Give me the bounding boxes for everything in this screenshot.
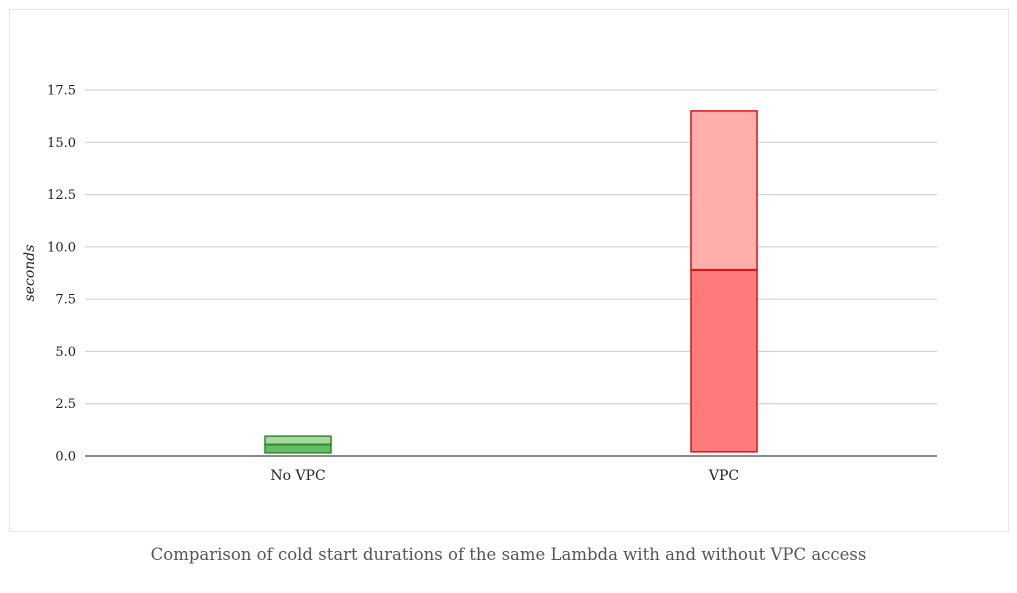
- y-tick-label: 10.0: [47, 240, 76, 255]
- chart-frame: [9, 9, 1009, 532]
- box-chart: 0.0 2.5 5.0 7.5 10.0 12.5 15.0 17.5 No VPC VPC s…: [22, 84, 937, 484]
- y-tick-label: 2.5: [55, 397, 76, 412]
- y-tick-label: 15.0: [47, 136, 76, 151]
- x-category-label: No VPC: [270, 468, 325, 484]
- y-tick-label: 0.0: [55, 450, 76, 465]
- box-no-vpc: [264, 435, 332, 454]
- y-tick-label: 17.5: [47, 84, 76, 99]
- box-upper: [264, 435, 332, 446]
- box-vpc: [690, 110, 758, 453]
- x-category-labels: No VPC VPC: [270, 468, 739, 484]
- y-tick-label: 7.5: [55, 293, 76, 308]
- y-tick-label: 5.0: [55, 345, 76, 360]
- box-lower: [264, 443, 332, 454]
- x-category-label: VPC: [708, 468, 739, 484]
- y-tick-labels: 0.0 2.5 5.0 7.5 10.0 12.5 15.0 17.5: [47, 84, 76, 465]
- box-upper: [690, 110, 758, 271]
- grid-lines: [85, 89, 937, 405]
- y-tick-label: 12.5: [47, 188, 76, 203]
- figure-caption: Comparison of cold start durations of th…: [150, 545, 867, 564]
- boxes: [264, 110, 758, 454]
- box-lower: [690, 269, 758, 453]
- y-axis-label: seconds: [22, 245, 38, 302]
